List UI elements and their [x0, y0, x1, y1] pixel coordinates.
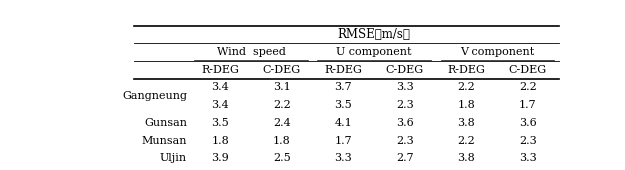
Text: 1.8: 1.8 [273, 135, 291, 146]
Text: 3.4: 3.4 [211, 82, 229, 92]
Text: 3.8: 3.8 [458, 153, 475, 163]
Text: 1.8: 1.8 [458, 100, 475, 110]
Text: 2.7: 2.7 [396, 153, 414, 163]
Text: Gangneung: Gangneung [122, 91, 187, 101]
Text: 3.3: 3.3 [334, 153, 352, 163]
Text: 3.3: 3.3 [519, 153, 537, 163]
Text: 3.5: 3.5 [211, 118, 229, 128]
Text: 3.6: 3.6 [519, 118, 537, 128]
Text: Wind  speed: Wind speed [217, 47, 286, 57]
Text: V component: V component [460, 47, 534, 57]
Text: Uljin: Uljin [160, 153, 187, 163]
Text: 2.2: 2.2 [458, 82, 475, 92]
Text: R-DEG: R-DEG [201, 65, 239, 75]
Text: 2.2: 2.2 [273, 100, 291, 110]
Text: 2.2: 2.2 [519, 82, 537, 92]
Text: RMSE（m/s）: RMSE（m/s） [338, 28, 411, 41]
Text: 3.5: 3.5 [334, 100, 352, 110]
Text: 1.8: 1.8 [211, 135, 229, 146]
Text: 3.4: 3.4 [211, 100, 229, 110]
Text: 2.3: 2.3 [396, 100, 414, 110]
Text: R-DEG: R-DEG [324, 65, 362, 75]
Text: 1.7: 1.7 [334, 135, 352, 146]
Text: C-DEG: C-DEG [386, 65, 424, 75]
Text: 3.1: 3.1 [273, 82, 291, 92]
Text: 2.3: 2.3 [396, 135, 414, 146]
Text: 3.6: 3.6 [396, 118, 414, 128]
Text: R-DEG: R-DEG [448, 65, 485, 75]
Text: 4.1: 4.1 [334, 118, 352, 128]
Text: 2.3: 2.3 [519, 135, 537, 146]
Text: C-DEG: C-DEG [509, 65, 547, 75]
Text: 1.7: 1.7 [519, 100, 537, 110]
Text: 3.8: 3.8 [458, 118, 475, 128]
Text: 3.7: 3.7 [334, 82, 352, 92]
Text: 2.5: 2.5 [273, 153, 291, 163]
Text: 2.4: 2.4 [273, 118, 291, 128]
Text: 2.2: 2.2 [458, 135, 475, 146]
Text: Munsan: Munsan [142, 135, 187, 146]
Text: C-DEG: C-DEG [262, 65, 301, 75]
Text: Gunsan: Gunsan [144, 118, 187, 128]
Text: 3.3: 3.3 [396, 82, 414, 92]
Text: 3.9: 3.9 [211, 153, 229, 163]
Text: U component: U component [336, 47, 412, 57]
